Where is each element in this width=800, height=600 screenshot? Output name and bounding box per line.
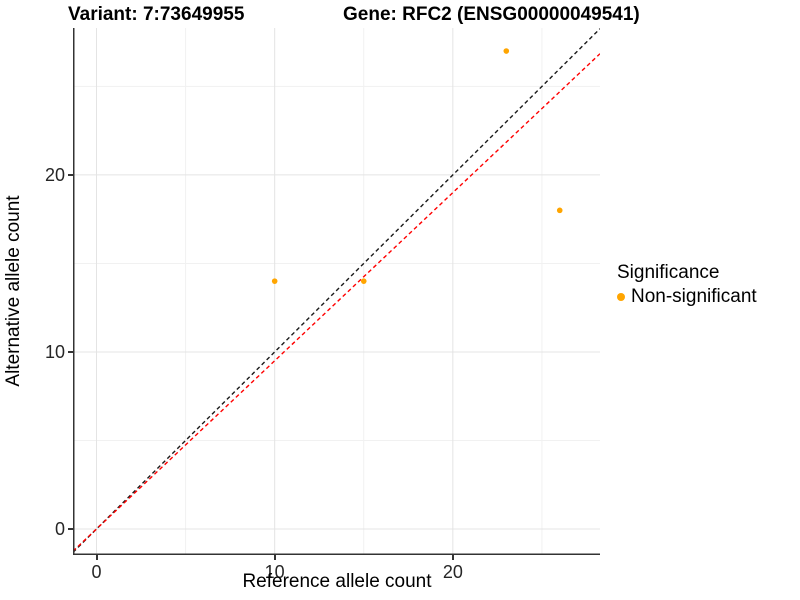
data-point — [503, 48, 510, 54]
non-significant-point-icon — [617, 293, 625, 301]
variant-title: Variant: 7:73649955 — [68, 4, 245, 25]
y-tick-label: 20 — [44, 164, 65, 185]
x-tick-mark — [273, 555, 276, 560]
x-tick-mark — [451, 555, 454, 560]
identity-line — [72, 28, 601, 553]
x-tick-mark — [95, 555, 98, 560]
y-tick-label: 10 — [44, 341, 65, 362]
data-point — [271, 278, 278, 284]
y-tick-mark — [68, 527, 73, 530]
legend-title: Significance — [617, 262, 720, 283]
legend-item-non-significant: Non-significant — [617, 286, 757, 308]
x-axis-title: Reference allele count — [242, 571, 432, 592]
legend-item-label: Non-significant — [631, 286, 757, 307]
y-tick-mark — [68, 173, 73, 176]
y-axis-title: Alternative allele count — [3, 195, 24, 387]
x-tick-label: 0 — [91, 562, 102, 582]
scatter-plot — [72, 28, 601, 555]
expected-ratio-line — [72, 53, 601, 552]
y-tick-mark — [68, 350, 73, 353]
x-tick-label: 10 — [264, 562, 285, 582]
x-tick-label: 20 — [442, 562, 463, 582]
data-point — [556, 207, 563, 214]
data-point — [360, 278, 367, 284]
legend: Significance Non-significant — [617, 262, 757, 308]
y-tick-label: 0 — [54, 518, 65, 539]
gene-title: Gene: RFC2 (ENSG00000049541) — [343, 4, 640, 25]
plot-panel — [72, 28, 601, 555]
